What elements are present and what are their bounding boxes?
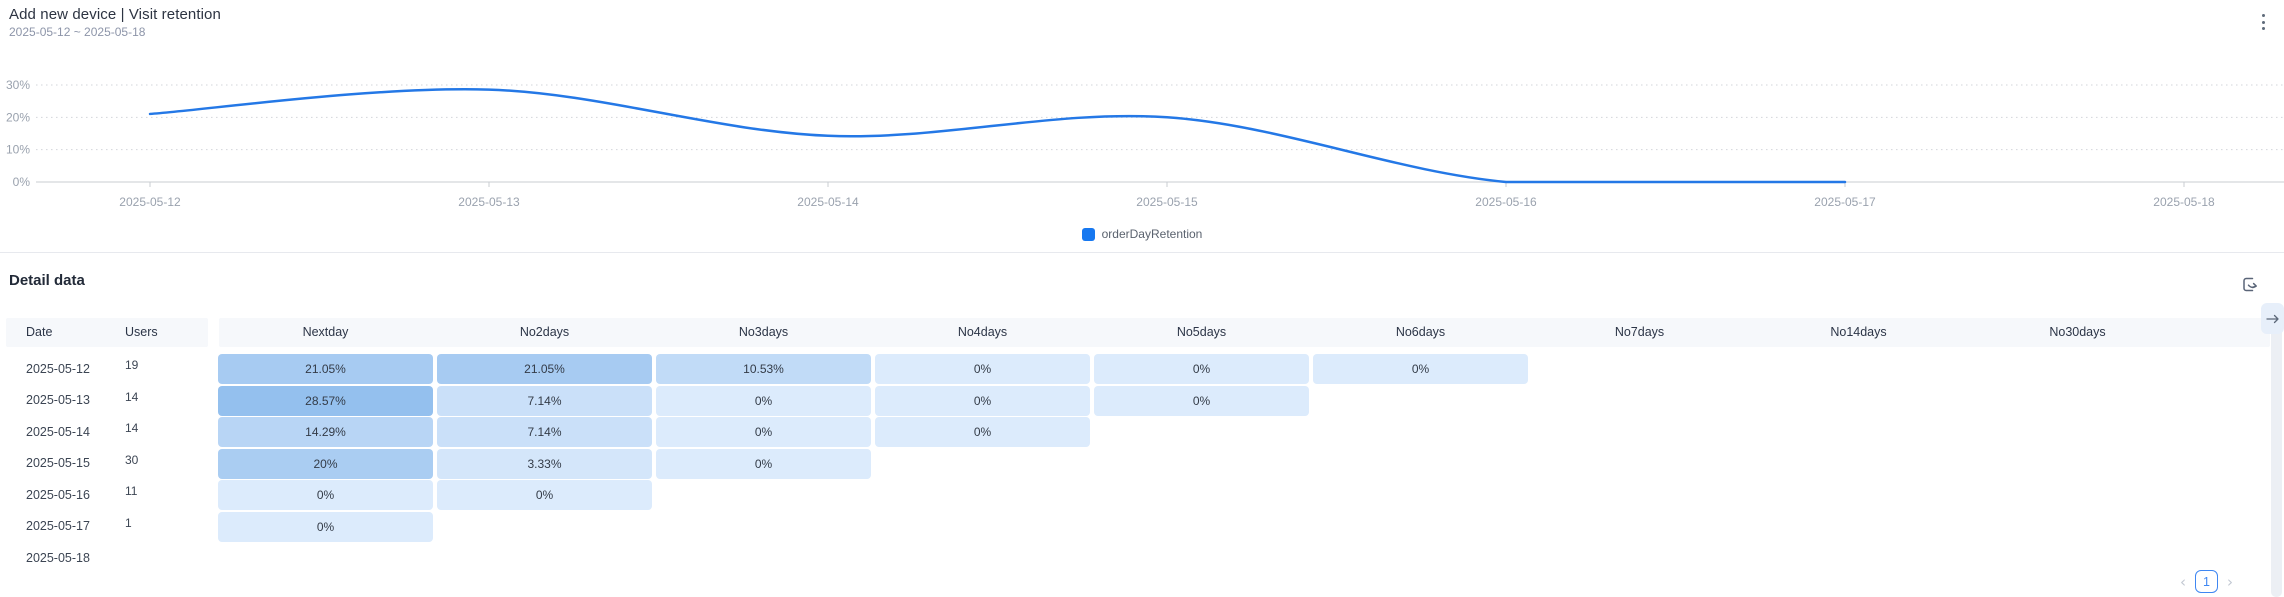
row-date: 2025-05-14 [26,424,90,439]
x-axis-label: 2025-05-18 [2153,195,2215,209]
pagination: ‹ 1 › [2180,570,2233,593]
legend-label: orderDayRetention [1101,227,1203,241]
retention-line-chart[interactable]: 0% 10% 20% 30% 2025-05-12 2025-05-13 2025-05-1… [0,48,2284,223]
row-date: 2025-05-16 [26,487,90,502]
retention-cell[interactable]: 21.05% [218,354,433,384]
retention-cell[interactable]: 7.14% [437,385,652,416]
legend-marker-icon [1081,227,1095,241]
retention-line-series [148,88,1847,184]
y-axis-label: 30% [6,78,30,92]
retention-cell[interactable]: 0% [875,385,1090,416]
row-date: 2025-05-15 [26,456,90,470]
detail-data-title: Detail data [9,272,85,289]
column-header-no7days[interactable]: No7days [1614,325,1665,339]
row-users: 14 [125,389,139,404]
row-date: 2025-05-18 [26,550,90,565]
table-header-left-block [6,318,208,347]
scroll-right-button[interactable] [2261,303,2284,334]
prev-page-button[interactable]: ‹ [2180,572,2186,591]
x-axis-label: 2025-05-12 [119,195,181,209]
column-header-no5days[interactable]: No5days [1176,325,1227,339]
x-axis-label: 2025-05-16 [1475,195,1537,209]
row-users: 19 [125,358,139,372]
row-users: 14 [125,421,139,435]
row-date: 2025-05-12 [26,361,90,376]
current-page-button[interactable]: 1 [2195,570,2218,593]
export-icon[interactable] [2239,274,2261,296]
column-header-no14days[interactable]: No14days [1830,325,1887,339]
retention-cell[interactable]: 0% [437,480,652,510]
row-date: 2025-05-17 [26,519,90,533]
retention-cell[interactable]: 10.53% [656,354,871,384]
column-header-no30days[interactable]: No30days [2049,325,2106,339]
x-axis-label: 2025-05-13 [458,195,520,209]
retention-cell[interactable]: 14.29% [218,417,433,447]
retention-cell[interactable]: 28.57% [218,385,433,416]
table-header-right-block [219,318,2270,347]
retention-cell[interactable]: 0% [656,417,871,447]
column-header-users[interactable]: Users [125,325,158,339]
retention-cell[interactable]: 0% [656,385,871,416]
y-axis-label: 10% [6,143,30,157]
export-icon-glyph [2243,277,2257,292]
y-axis-label: 0% [13,175,31,189]
retention-cell[interactable]: 0% [1094,385,1309,416]
x-axis-label: 2025-05-17 [1814,195,1876,209]
date-range-label: 2025-05-12 ~ 2025-05-18 [9,25,146,39]
y-axis-label: 20% [6,110,30,124]
row-users: 11 [125,484,138,498]
legend-orderDayRetention[interactable]: orderDayRetention [0,227,2284,241]
page-title: Add new device | Visit retention [9,6,221,23]
retention-cell[interactable]: 0% [218,480,433,510]
section-divider [0,252,2284,253]
column-header-no2days[interactable]: No2days [519,325,570,339]
vertical-scrollbar[interactable] [2271,306,2282,597]
next-page-button[interactable]: › [2227,572,2233,591]
row-users: 30 [125,452,139,467]
retention-cell[interactable]: 0% [875,354,1090,384]
retention-cell[interactable]: 0% [218,511,433,542]
retention-cell[interactable]: 0% [1094,354,1309,384]
row-date: 2025-05-13 [26,393,90,407]
retention-cell[interactable]: 20% [218,448,433,479]
column-header-nextday[interactable]: Nextday [302,325,349,339]
retention-cell[interactable]: 0% [875,417,1090,447]
column-header-no6days[interactable]: No6days [1395,325,1446,339]
column-header-no4days[interactable]: No4days [957,325,1008,339]
retention-cell[interactable]: 0% [656,448,871,479]
chart-canvas: 0% 10% 20% 30% 2025-05-12 2025-05-13 2025-05-1… [6,78,2284,209]
retention-cell[interactable]: 21.05% [437,354,652,384]
kebab-menu-icon[interactable] [2254,10,2272,34]
arrow-right-icon [2265,314,2279,323]
x-axis-label: 2025-05-15 [1136,195,1198,209]
x-axis-label: 2025-05-14 [797,195,859,209]
retention-cell[interactable]: 3.33% [437,448,652,479]
row-users: 1 [125,515,132,530]
column-header-date[interactable]: Date [26,325,53,339]
retention-cell[interactable]: 7.14% [437,417,652,447]
column-header-no3days[interactable]: No3days [738,325,789,339]
retention-cell[interactable]: 0% [1313,354,1528,384]
